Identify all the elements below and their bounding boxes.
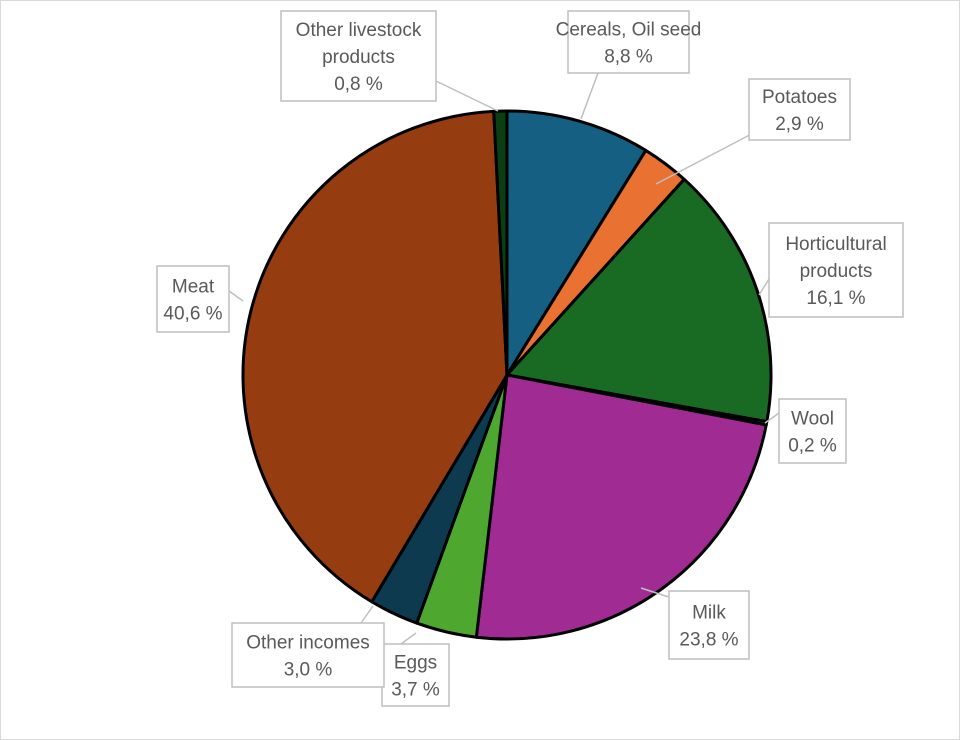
data-label-box-4 [668,590,750,660]
data-label-value: 2,9 % [775,114,824,135]
data-label-category: Wool [791,409,834,430]
data-label-value: 8,8 % [604,47,653,68]
data-label-category: Eggs [394,653,437,674]
data-label-value: 3,0 % [284,660,333,681]
data-label-category: Potatoes [762,87,837,108]
data-label-category: products [800,261,873,282]
pie-slice-0 [505,109,648,377]
leader-line-0 [580,72,599,120]
data-label-box-1 [748,78,851,141]
data-label-category: products [322,47,395,68]
leader-line-3 [764,412,780,424]
leader-line-1 [655,128,762,185]
data-label-value: 0,8 % [334,74,383,95]
data-label-box-7 [156,265,230,333]
data-label-category: Milk [692,603,726,624]
leader-line-7 [228,290,244,302]
leader-line-2 [758,278,770,296]
data-label-box-3 [778,398,847,464]
leader-line-5 [400,632,417,645]
data-label-box-6 [231,622,385,688]
data-label-box-8 [280,10,437,102]
data-label-box-0 [567,10,690,74]
data-label-category: Other incomes [246,633,370,654]
data-label-value: 23,8 % [679,630,738,651]
leader-line-6 [360,605,374,624]
data-label-category: Meat [172,277,215,298]
pie-slice-4 [474,373,768,641]
data-label-category: Cereals, Oil seed [556,20,702,41]
data-label-value: 0,2 % [788,436,837,457]
pie-slice-8 [492,109,509,377]
data-label-value: 3,7 % [391,680,440,701]
data-label-value: 40,6 % [163,304,222,325]
pie-slice-7 [241,109,509,604]
data-label-value: 16,1 % [806,288,865,309]
data-label-box-2 [768,222,904,318]
data-label-category: Other livestock [296,20,422,41]
leader-line-8 [435,80,499,112]
pie-slice-2 [505,177,773,424]
data-label-category: Horticultural [785,234,886,255]
